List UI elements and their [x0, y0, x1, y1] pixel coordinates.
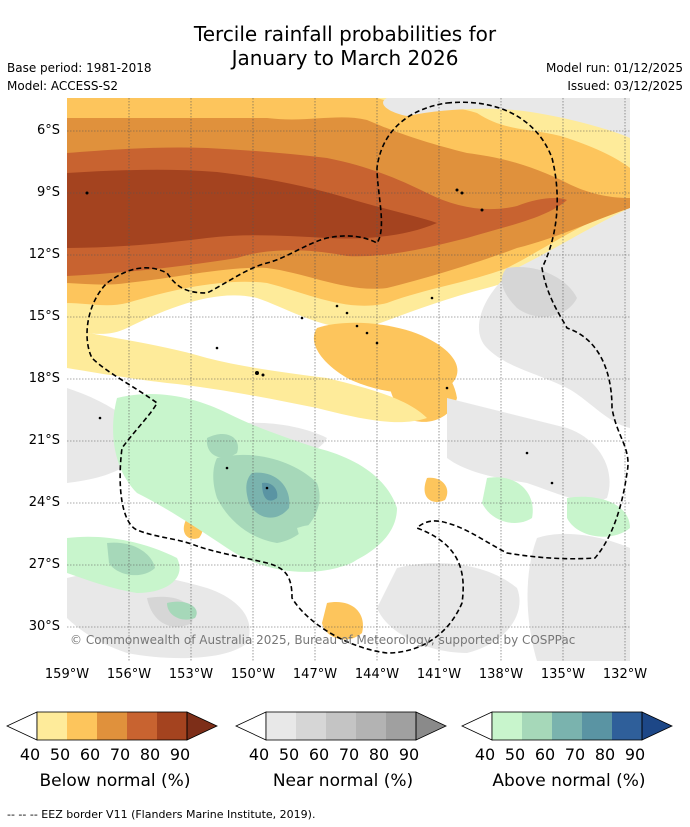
eez-footnote: -- -- -- EEZ border V11 (Flanders Marine… — [7, 808, 316, 821]
colorbar-above-ticks: 40 50 60 70 80 90 — [475, 745, 654, 765]
lon-label: 144°W — [354, 667, 400, 682]
lat-label: 24°S — [28, 495, 60, 510]
islands — [85, 188, 554, 490]
lat-label: 9°S — [36, 185, 60, 200]
colorbar-extend-high — [641, 711, 673, 741]
lat-label: 21°S — [28, 433, 60, 448]
eez-borders — [86, 101, 629, 654]
colorbar-segment — [552, 712, 582, 740]
colorbar-tick-label: 80 — [594, 745, 616, 764]
colorbar-tick-label: 70 — [564, 745, 586, 764]
colorbar-segment — [612, 712, 642, 740]
lat-label: 15°S — [28, 309, 60, 324]
colorbar-extend-low — [461, 711, 493, 741]
probability-map — [67, 98, 630, 661]
lon-label: 153°W — [168, 667, 214, 682]
colorbar-tick-label: 50 — [504, 745, 526, 764]
colorbar-extend-high — [415, 711, 447, 741]
colorbar-tick-label: 50 — [49, 745, 71, 764]
model-run: Model run: 01/12/2025 — [545, 61, 683, 75]
title-line-1: Tercile rainfall probabilities for — [193, 22, 497, 46]
meta-left: Base period: 1981-2018 Model: ACCESS-S2 — [7, 59, 152, 95]
colorbar-tick-label: 70 — [109, 745, 131, 764]
colorbar-segment — [492, 712, 522, 740]
colorbar-tick-label: 40 — [248, 745, 270, 764]
colorbar-near-title: Near normal (%) — [272, 771, 414, 791]
colorbar-segment — [386, 712, 416, 740]
colorbar-tick-label: 80 — [368, 745, 390, 764]
lon-label: 159°W — [44, 667, 90, 682]
colorbar-below-title: Below normal (%) — [39, 771, 191, 791]
colorbar-below-graphic — [6, 711, 218, 741]
near-normal-regions — [67, 98, 630, 661]
colorbar-extend-high — [186, 711, 218, 741]
issued-date: Issued: 03/12/2025 — [567, 79, 683, 93]
colorbar-below-ticks: 40 50 60 70 80 90 — [20, 745, 199, 765]
lat-label: 27°S — [28, 557, 60, 572]
lat-label: 30°S — [28, 619, 60, 634]
lon-label: 156°W — [106, 667, 152, 682]
copyright-notice: © Commonwealth of Australia 2025, Bureau… — [70, 633, 576, 647]
lon-label: 135°W — [540, 667, 586, 682]
meta-right: Model run: 01/12/2025 Issued: 03/12/2025 — [546, 59, 683, 95]
colorbar-segment — [582, 712, 612, 740]
model-name: Model: ACCESS-S2 — [7, 79, 119, 93]
colorbar-outline — [36, 711, 188, 741]
colorbar-segment — [266, 712, 296, 740]
colorbar-segment — [127, 712, 157, 740]
lon-label: 132°W — [602, 667, 648, 682]
title-line-2: January to March 2026 — [231, 46, 459, 70]
lon-label: 147°W — [292, 667, 338, 682]
lon-label: 138°W — [478, 667, 524, 682]
colorbar-tick-label: 50 — [278, 745, 300, 764]
lat-label: 6°S — [36, 123, 60, 138]
colorbar-tick-label: 60 — [534, 745, 556, 764]
colorbar-segment — [37, 712, 67, 740]
colorbar-extend-low — [6, 711, 38, 741]
colorbar-segment — [157, 712, 187, 740]
colorbar-tick-label: 60 — [308, 745, 330, 764]
colorbar-outline — [265, 711, 417, 741]
colorbar-segment — [67, 712, 97, 740]
colorbar-segment — [97, 712, 127, 740]
colorbar-segment — [356, 712, 386, 740]
colorbar-above-graphic — [461, 711, 673, 741]
colorbar-tick-label: 90 — [169, 745, 191, 764]
lon-label: 141°W — [416, 667, 462, 682]
colorbar-near-ticks: 40 50 60 70 80 90 — [249, 745, 428, 765]
colorbar-segment — [296, 712, 326, 740]
colorbar-near-graphic — [235, 711, 447, 741]
colorbar-tick-label: 80 — [139, 745, 161, 764]
colorbar-extend-low — [235, 711, 267, 741]
map-title: Tercile rainfall probabilities for Janua… — [0, 22, 690, 70]
colorbar-tick-label: 90 — [398, 745, 420, 764]
colorbar-tick-label: 40 — [474, 745, 496, 764]
colorbar-segment — [522, 712, 552, 740]
colorbar-tick-label: 60 — [79, 745, 101, 764]
lat-label: 18°S — [28, 371, 60, 386]
colorbar-outline — [491, 711, 643, 741]
colorbar-tick-label: 70 — [338, 745, 360, 764]
base-period: Base period: 1981-2018 — [7, 61, 152, 75]
lat-label: 12°S — [28, 247, 60, 262]
colorbar-tick-label: 90 — [624, 745, 646, 764]
colorbar-above-title: Above normal (%) — [492, 771, 646, 791]
below-normal-regions — [67, 98, 630, 640]
above-normal-regions — [67, 393, 630, 620]
colorbar-segment — [326, 712, 356, 740]
lon-label: 150°W — [230, 667, 276, 682]
colorbar-tick-label: 40 — [19, 745, 41, 764]
